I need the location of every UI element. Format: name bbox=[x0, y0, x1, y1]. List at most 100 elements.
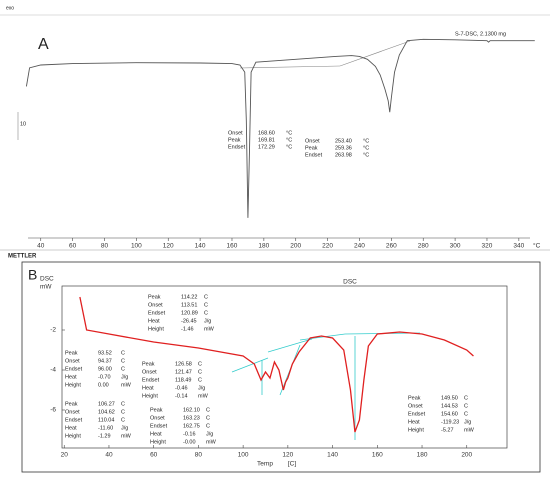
annotation-text: 154.60 bbox=[441, 411, 458, 417]
annotation-text: Endset bbox=[65, 417, 83, 423]
annotation-text: Height bbox=[65, 382, 81, 388]
annotation-text: Onset bbox=[305, 138, 320, 144]
annotation-text: C bbox=[121, 366, 125, 372]
annotation-text: 93.52 bbox=[98, 350, 112, 356]
annotation-text: Peak bbox=[150, 407, 163, 413]
annotation-text: C bbox=[206, 423, 210, 429]
annotation-text: C bbox=[204, 310, 208, 316]
x-tick-label: 260 bbox=[386, 243, 397, 250]
annotation-text: C bbox=[464, 411, 468, 417]
annotation-text: -0.00 bbox=[183, 439, 196, 445]
y-unit: mW bbox=[40, 284, 52, 291]
annotation-text: mW bbox=[121, 382, 132, 388]
x-tick-label: 120 bbox=[163, 243, 174, 250]
x-tick-label: 180 bbox=[258, 243, 269, 250]
x-tick-label: 240 bbox=[354, 243, 365, 250]
annotation-text: Peak bbox=[65, 350, 78, 356]
x-tick-label: 20 bbox=[61, 452, 69, 459]
x-tick-label: 80 bbox=[101, 243, 109, 250]
annotation-text: 120.89 bbox=[181, 310, 198, 316]
annotation-text: -11.60 bbox=[98, 425, 113, 431]
annotation-text: Heat bbox=[65, 425, 77, 431]
annotation-text: °C bbox=[363, 152, 369, 158]
annotation-text: -26.45 bbox=[181, 318, 197, 324]
annotation-text: Heat bbox=[142, 385, 154, 391]
annotation-text: J/g bbox=[464, 419, 471, 425]
annotation-text: 106.27 bbox=[98, 401, 115, 407]
panel-label: B bbox=[28, 267, 37, 283]
annotation-text: C bbox=[198, 377, 202, 383]
annotation-text: C bbox=[198, 369, 202, 375]
annotation-text: °C bbox=[286, 130, 292, 136]
x-tick-label: 300 bbox=[450, 243, 461, 250]
x-tick-label: 100 bbox=[131, 243, 142, 250]
annotation-text: 259.36 bbox=[335, 145, 352, 151]
annotation-text: Onset bbox=[65, 358, 80, 364]
annotation-text: 144.53 bbox=[441, 403, 458, 409]
annotation-text: 168.60 bbox=[258, 130, 275, 136]
annotation-text: 126.58 bbox=[175, 361, 192, 367]
annotation-text: Heat bbox=[150, 431, 162, 437]
annotation-text: Endset bbox=[148, 310, 166, 316]
annotation-text: 96.00 bbox=[98, 366, 112, 372]
annotation-text: 94.37 bbox=[98, 358, 112, 364]
annotation-text: Onset bbox=[65, 409, 80, 415]
annotation-text: C bbox=[204, 294, 208, 300]
brand: METTLER bbox=[8, 254, 37, 260]
tangents-a bbox=[17, 40, 411, 140]
annotation-text: Endset bbox=[142, 377, 160, 383]
tangent-line bbox=[239, 65, 341, 69]
x-tick-label: 220 bbox=[322, 243, 333, 250]
annotation-text: -0.16 bbox=[183, 431, 196, 437]
annotation-text: J/g bbox=[204, 318, 211, 324]
tangent-line bbox=[299, 333, 346, 341]
annotation-text: mW bbox=[204, 326, 215, 332]
annotation-text: -5.27 bbox=[441, 427, 454, 433]
annotation-text: mW bbox=[121, 433, 132, 439]
x-tick-label: 60 bbox=[69, 243, 77, 250]
panel-b-frame bbox=[21, 261, 541, 473]
data-line bbox=[79, 296, 474, 433]
x-tick-label: 160 bbox=[227, 243, 238, 250]
x-tick-label: 340 bbox=[513, 243, 524, 250]
annotation-text: Endset bbox=[408, 411, 426, 417]
annotation-text: C bbox=[121, 409, 125, 415]
annotation-text: Endset bbox=[228, 144, 246, 150]
annotation-text: Peak bbox=[408, 395, 421, 401]
panel-label: A bbox=[38, 36, 49, 53]
annotation-text: J/g bbox=[198, 385, 205, 391]
annotation-text: -119.23 bbox=[441, 419, 459, 425]
annotation-text: 163.23 bbox=[183, 415, 200, 421]
x-tick-label: 160 bbox=[372, 452, 383, 459]
annotation-text: -0.70 bbox=[98, 374, 111, 380]
annotation-text: 118.49 bbox=[175, 377, 191, 383]
annotation-text: Peak bbox=[228, 137, 241, 143]
annotation-text: °C bbox=[363, 145, 369, 151]
annotation-text: Endset bbox=[305, 152, 323, 158]
annotation-text: °C bbox=[363, 138, 369, 144]
annotation-text: Onset bbox=[142, 369, 157, 375]
annotation-text: Height bbox=[148, 326, 164, 332]
annotation-text: 149.50 bbox=[441, 395, 458, 401]
tangents-b bbox=[231, 332, 421, 440]
annotation-text: Onset bbox=[408, 403, 423, 409]
annotation-text: 110.04 bbox=[98, 417, 114, 423]
y-label: DSC bbox=[40, 276, 54, 283]
annotation-text: J/g bbox=[121, 374, 128, 380]
annotation-text: °C bbox=[286, 144, 292, 150]
annotation-text: 162.10 bbox=[183, 407, 200, 413]
y-tick-label: -2 bbox=[50, 327, 56, 334]
x-tick-label: 140 bbox=[195, 243, 206, 250]
annotation-text: mW bbox=[198, 393, 209, 399]
annotation-text: 113.51 bbox=[181, 302, 197, 308]
annotation-text: 253.40 bbox=[335, 138, 352, 144]
annotation-text: 104.62 bbox=[98, 409, 115, 415]
annotation-text: 121.47 bbox=[175, 369, 192, 375]
annotation-text: C bbox=[121, 417, 125, 423]
x-tick-label: 200 bbox=[461, 452, 472, 459]
x-unit: °C bbox=[533, 242, 541, 250]
tangent-line bbox=[339, 40, 411, 67]
annotation-text: C bbox=[198, 361, 202, 367]
annotation-text: C bbox=[464, 403, 468, 409]
annotation-text: -1.29 bbox=[98, 433, 111, 439]
